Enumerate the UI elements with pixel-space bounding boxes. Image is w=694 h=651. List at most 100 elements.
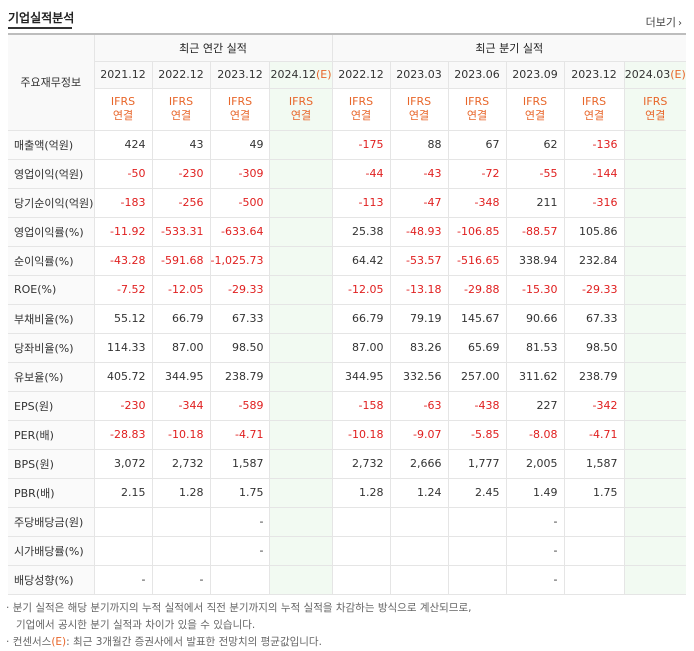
table-cell: -28.83	[94, 420, 153, 450]
row-label: 당좌비율(%)	[8, 333, 95, 363]
table-cell: 2,732	[331, 449, 391, 479]
ifrs-basis-header: IFRS 연결	[269, 88, 333, 131]
table-cell	[624, 217, 687, 247]
table-cell: 55.12	[94, 304, 153, 334]
table-cell	[624, 304, 687, 334]
table-cell: 98.50	[564, 333, 625, 363]
table-cell: -438	[448, 391, 507, 421]
table-cell: -144	[564, 159, 625, 189]
table-cell	[210, 565, 271, 595]
table-cell: -9.07	[390, 420, 449, 450]
table-cell	[448, 507, 507, 537]
period-header: 2023.06	[448, 61, 507, 89]
table-cell: -53.57	[390, 246, 449, 276]
table-cell: 98.50	[210, 333, 271, 363]
period-header: 2024.03(E)	[624, 61, 687, 89]
ifrs-label: IFRS	[288, 95, 314, 108]
table-cell: -	[506, 565, 565, 595]
table-cell: 1.28	[331, 478, 391, 508]
table-row: EPS(원) -230 -344 -589 -158 -63 -438 227 -342	[8, 391, 687, 421]
table-cell	[390, 507, 449, 537]
quarter-group-header: 최근 분기 실적	[331, 34, 687, 62]
table-cell: -256	[152, 188, 211, 218]
ifrs-label: IFRS	[110, 95, 136, 108]
table-cell: -158	[331, 391, 391, 421]
table-cell: -43.28	[94, 246, 153, 276]
table-cell: -43	[390, 159, 449, 189]
consolidated-label: 연결	[229, 109, 251, 122]
table-cell	[624, 275, 687, 305]
more-link[interactable]: 더보기 ›	[646, 14, 682, 30]
table-cell	[331, 507, 391, 537]
ifrs-label: IFRS	[464, 95, 490, 108]
estimate-tag: (E)	[670, 68, 686, 81]
table-cell: -7.52	[94, 275, 153, 305]
ifrs-label: IFRS	[168, 95, 194, 108]
table-cell: 62	[506, 130, 565, 160]
table-cell: -72	[448, 159, 507, 189]
table-row: 순이익률(%) -43.28 -591.68 -1,025.73 64.42 -53.57…	[8, 246, 687, 276]
table-cell: -106.85	[448, 217, 507, 247]
table-row: 시가배당률(%) - -	[8, 536, 687, 566]
table-cell	[448, 565, 507, 595]
table-row: 매출액(억원) 424 43 49 -175 88 67 62 -136	[8, 130, 687, 160]
table-cell	[390, 536, 449, 566]
table-cell: 311.62	[506, 362, 565, 392]
period-label: 2023.06	[454, 68, 500, 81]
table-cell	[448, 536, 507, 566]
table-cell	[269, 333, 333, 363]
table-row: 부채비율(%) 55.12 66.79 67.33 66.79 79.19 145.67 90…	[8, 304, 687, 334]
row-label: PBR(배)	[8, 478, 95, 508]
period-header: 2022.12	[152, 61, 211, 89]
consolidated-label: 연결	[170, 109, 192, 122]
table-cell: -309	[210, 159, 271, 189]
table-cell: -348	[448, 188, 507, 218]
table-cell: -47	[390, 188, 449, 218]
table-cell: -	[94, 565, 153, 595]
table-cell: -10.18	[331, 420, 391, 450]
table-cell	[624, 536, 687, 566]
table-row: 당기순이익(억원) -183 -256 -500 -113 -47 -348 211 -316	[8, 188, 687, 218]
table-cell	[269, 130, 333, 160]
table-cell: -183	[94, 188, 153, 218]
table-cell: 405.72	[94, 362, 153, 392]
table-cell: 3,072	[94, 449, 153, 479]
table-cell: -591.68	[152, 246, 211, 276]
table-cell: -230	[94, 391, 153, 421]
ifrs-label: IFRS	[581, 95, 607, 108]
more-label: 더보기	[645, 16, 676, 29]
ifrs-basis-header: IFRS 연결	[564, 88, 625, 131]
table-cell: -175	[331, 130, 391, 160]
consolidated-label: 연결	[290, 109, 312, 122]
annual-group-header: 최근 연간 실적	[94, 34, 333, 62]
table-cell: -10.18	[152, 420, 211, 450]
table-cell: 338.94	[506, 246, 565, 276]
table-cell: 87.00	[152, 333, 211, 363]
table-row: 유보율(%) 405.72 344.95 238.79 344.95 332.56 257.…	[8, 362, 687, 392]
table-cell: -55	[506, 159, 565, 189]
table-cell	[624, 159, 687, 189]
table-cell: 67.33	[564, 304, 625, 334]
table-cell: 67	[448, 130, 507, 160]
period-label: 2024.03	[624, 68, 671, 81]
table-cell: 1.75	[210, 478, 271, 508]
section-title: 기업실적분석	[8, 11, 75, 25]
ifrs-basis-header: IFRS 연결	[506, 88, 565, 131]
table-cell	[624, 362, 687, 392]
consolidated-label: 연결	[583, 109, 605, 122]
table-cell: -533.31	[152, 217, 211, 247]
period-header: 2023.12	[210, 61, 271, 89]
table-row: PBR(배) 2.15 1.28 1.75 1.28 1.24 2.45 1.49 1.75	[8, 478, 687, 508]
table-cell	[624, 391, 687, 421]
table-cell: -	[210, 507, 271, 537]
table-cell: 66.79	[152, 304, 211, 334]
ifrs-basis-header: IFRS 연결	[210, 88, 271, 131]
table-cell: 2,666	[390, 449, 449, 479]
table-cell: 211	[506, 188, 565, 218]
row-label: 시가배당률(%)	[8, 536, 95, 566]
table-cell: -48.93	[390, 217, 449, 247]
table-cell	[269, 362, 333, 392]
ifrs-basis-header: IFRS 연결	[624, 88, 687, 131]
table-cell: -516.65	[448, 246, 507, 276]
table-cell: 49	[210, 130, 271, 160]
